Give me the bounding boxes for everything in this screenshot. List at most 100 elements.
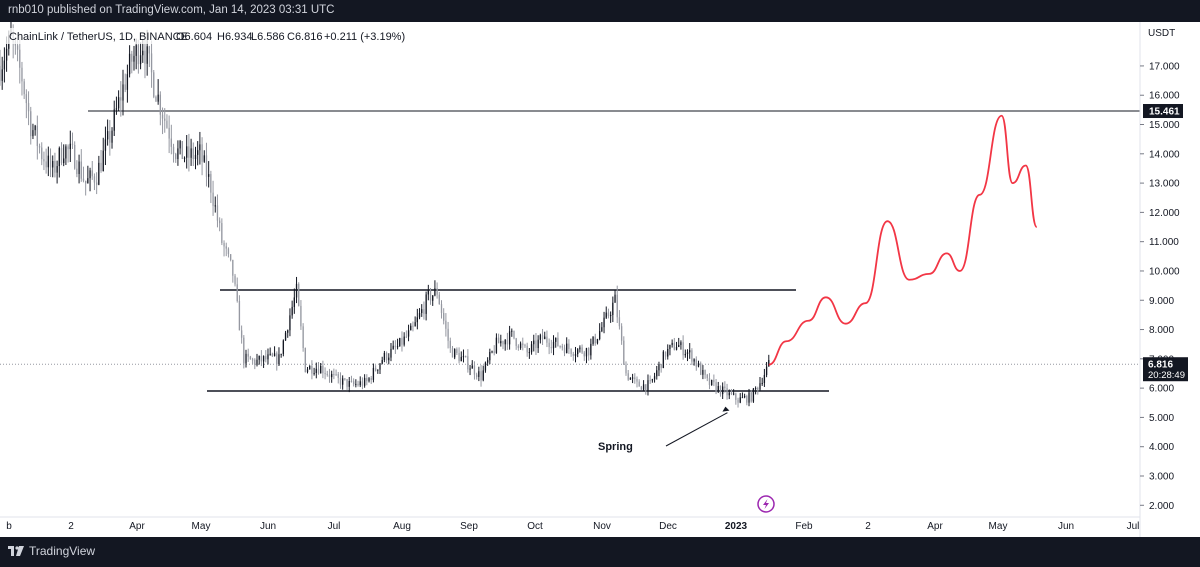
candle-down bbox=[645, 384, 647, 395]
tradingview-brand[interactable]: TradingView bbox=[8, 544, 95, 558]
candle-body bbox=[287, 330, 289, 333]
candle-down bbox=[572, 351, 574, 361]
candle-down bbox=[526, 342, 528, 357]
price-chart[interactable]: Spring USDT2.0003.0004.0005.0006.0007.00… bbox=[0, 22, 1200, 537]
candle-down bbox=[85, 180, 87, 196]
candle-body bbox=[598, 331, 601, 340]
candle-down bbox=[581, 344, 583, 354]
candle-up bbox=[320, 362, 322, 374]
candle-body bbox=[234, 275, 236, 285]
candle-up bbox=[482, 365, 484, 382]
candle-down bbox=[724, 381, 726, 393]
candle-down bbox=[93, 173, 96, 191]
price-axis[interactable]: USDT2.0003.0004.0005.0006.0007.0008.0009… bbox=[1139, 22, 1188, 537]
y-tick-label: 8.000 bbox=[1149, 325, 1174, 336]
candle-body bbox=[229, 254, 232, 260]
spring-label: Spring bbox=[598, 441, 633, 453]
candle-down bbox=[449, 337, 451, 353]
candle-down bbox=[522, 337, 524, 351]
candle-body bbox=[126, 74, 129, 90]
candle-body bbox=[427, 290, 429, 295]
candle-body bbox=[240, 330, 243, 338]
candle-body bbox=[636, 378, 638, 382]
x-tick-label: Jun bbox=[260, 521, 276, 532]
candle-body bbox=[69, 143, 71, 150]
candle-body bbox=[359, 381, 361, 386]
candle-body bbox=[405, 336, 408, 338]
candle-body bbox=[225, 246, 227, 249]
time-axis[interactable]: b 2 Apr May Jun Jul Aug Sep Oct Nov Dec 2023 Feb 2 Apr… bbox=[0, 516, 1140, 532]
candle-body bbox=[557, 337, 559, 346]
candle-down bbox=[344, 378, 346, 381]
y-tick-label: 9.000 bbox=[1149, 296, 1174, 307]
candle-body bbox=[504, 340, 506, 345]
candle-body bbox=[363, 377, 366, 386]
candle-body bbox=[322, 365, 324, 374]
candle-down bbox=[480, 364, 482, 387]
candle-body bbox=[251, 359, 254, 361]
candle-down bbox=[700, 361, 702, 376]
candle-body bbox=[100, 162, 102, 172]
candle-body bbox=[675, 346, 678, 350]
candle-down bbox=[324, 367, 326, 380]
candle-down bbox=[664, 351, 667, 360]
candle-body bbox=[528, 352, 531, 354]
candle-down bbox=[188, 133, 190, 172]
candle-down bbox=[493, 345, 495, 356]
candle-body bbox=[401, 338, 403, 345]
candle-body bbox=[605, 312, 607, 318]
symbol-legend[interactable]: ChainLink / TetherUS, 1D, BINANCE O6.604… bbox=[6, 28, 405, 44]
candle-down bbox=[43, 151, 45, 171]
candle-body bbox=[262, 356, 265, 362]
candle-body bbox=[511, 330, 513, 332]
candle-up bbox=[596, 338, 599, 345]
candle-up bbox=[454, 348, 456, 360]
candle-body bbox=[634, 377, 636, 379]
candle-body bbox=[451, 348, 454, 358]
candle-up bbox=[642, 380, 645, 391]
projection-layer bbox=[768, 114, 1038, 366]
projection-path[interactable] bbox=[768, 114, 1038, 366]
candle-down bbox=[467, 349, 469, 373]
candle-body bbox=[355, 383, 357, 385]
candle-up bbox=[139, 42, 142, 70]
candle-down bbox=[210, 170, 212, 204]
candle-up bbox=[63, 144, 65, 167]
y-tick-label: 17.000 bbox=[1149, 61, 1180, 72]
candle-up bbox=[743, 393, 746, 399]
candle-down bbox=[361, 377, 364, 390]
candle-body bbox=[150, 53, 153, 73]
candle-body bbox=[579, 347, 581, 350]
candle-body bbox=[25, 94, 28, 104]
candle-body bbox=[300, 305, 302, 327]
brand-text: TradingView bbox=[29, 544, 96, 558]
candle-body bbox=[517, 345, 520, 348]
candle-up bbox=[104, 126, 107, 166]
candle-body bbox=[489, 352, 491, 361]
candle-body bbox=[418, 313, 421, 318]
candle-body bbox=[728, 392, 730, 396]
candle-up bbox=[287, 329, 289, 338]
candle-body bbox=[146, 46, 148, 64]
candle-body bbox=[157, 94, 159, 102]
candle-down bbox=[131, 50, 133, 74]
candle-down bbox=[405, 330, 408, 339]
candle-body bbox=[669, 344, 671, 350]
candle-body bbox=[205, 155, 208, 177]
candle-body bbox=[436, 288, 438, 295]
candle-body bbox=[752, 388, 755, 402]
candle-body bbox=[179, 141, 181, 149]
candle-down bbox=[412, 321, 414, 332]
candle-up bbox=[203, 150, 205, 163]
candle-up bbox=[761, 377, 763, 386]
lightning-icon[interactable] bbox=[757, 495, 775, 513]
candle-body bbox=[544, 336, 546, 340]
candle-up bbox=[372, 363, 375, 383]
candle-down bbox=[737, 397, 739, 408]
candle-body bbox=[203, 155, 205, 162]
chart-background bbox=[0, 22, 1200, 537]
candle-up bbox=[495, 333, 498, 354]
candle-down bbox=[74, 141, 76, 170]
candle-body bbox=[495, 337, 498, 353]
candle-up bbox=[377, 369, 379, 374]
